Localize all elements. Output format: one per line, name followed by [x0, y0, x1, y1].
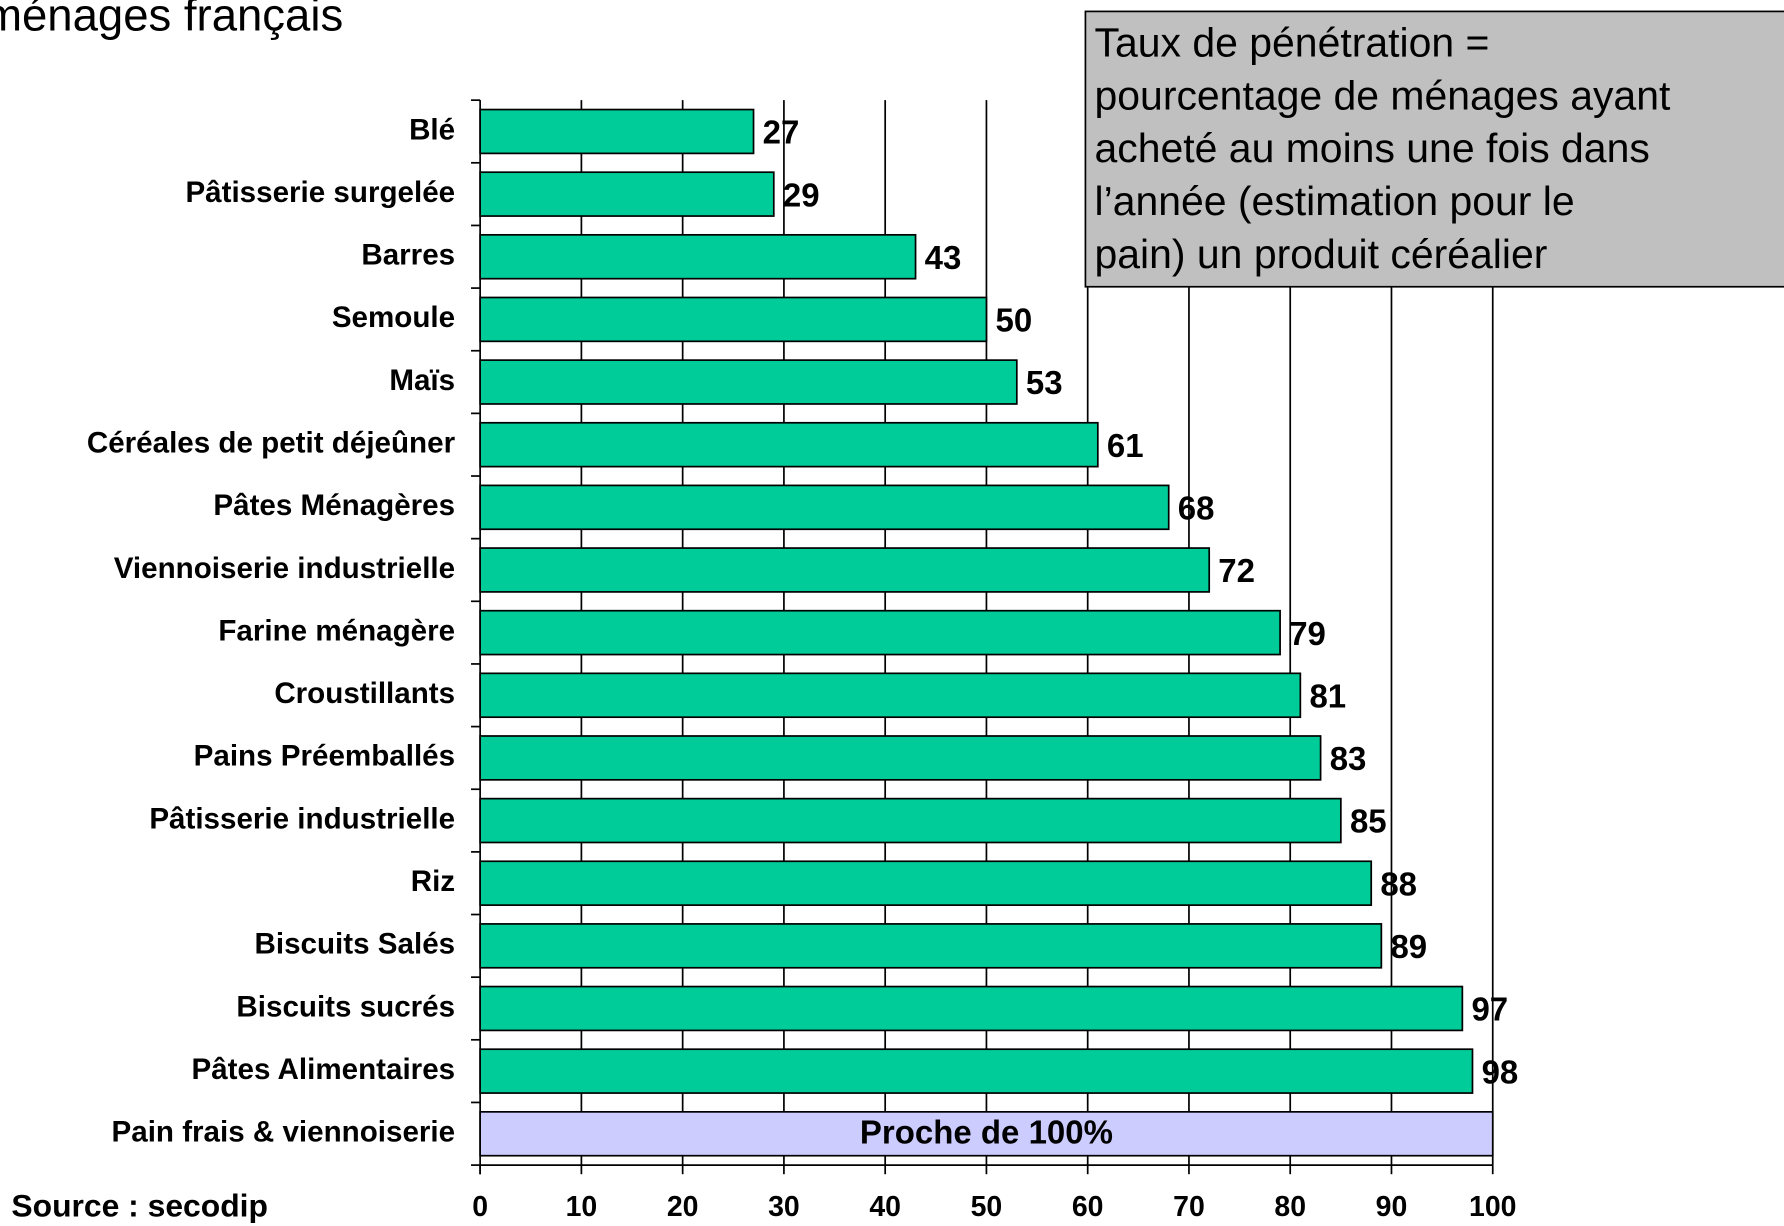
x-tick-label: 90 — [1376, 1191, 1408, 1223]
value-label: 79 — [1289, 615, 1326, 652]
note-line: acheté au moins une fois dans — [1095, 125, 1650, 171]
value-label: 81 — [1309, 677, 1346, 714]
x-tick-label: 40 — [869, 1191, 901, 1223]
bar — [479, 860, 1373, 906]
value-label: 98 — [1482, 1053, 1519, 1090]
y-tick-label: Pain frais & viennoiserie — [112, 1116, 456, 1149]
value-label: 53 — [1026, 364, 1063, 401]
x-tick-label: 30 — [768, 1191, 800, 1223]
bar — [479, 233, 917, 280]
x-tick-label: 10 — [566, 1191, 598, 1223]
note-line: l’année (estimation pour le — [1095, 178, 1575, 224]
chart-title: ménages français — [0, 0, 343, 40]
y-tick-label: Biscuits Salés — [255, 928, 456, 961]
value-label: 68 — [1178, 489, 1215, 526]
y-tick-label: Riz — [411, 865, 455, 898]
value-label: 50 — [996, 302, 1033, 339]
x-tick-label: 80 — [1274, 1191, 1306, 1223]
bar — [479, 797, 1342, 844]
bar — [479, 1048, 1474, 1094]
bar — [479, 923, 1383, 969]
source: Source : secodip — [11, 1188, 268, 1224]
x-tick-label: 70 — [1173, 1191, 1205, 1223]
y-tick-label: Farine ménagère — [218, 614, 455, 647]
y-tick-label: Pâtisserie surgelée — [185, 176, 455, 209]
highlight-bar — [479, 1110, 1494, 1157]
y-tick-label: Semoule — [332, 301, 455, 334]
note-box: Taux de pénétration = pourcentage de ména… — [1084, 10, 1784, 288]
bar — [479, 359, 1018, 405]
bar — [479, 985, 1464, 1032]
bar — [479, 296, 988, 343]
bar — [479, 609, 1281, 656]
value-label: 83 — [1330, 740, 1367, 777]
value-label: 88 — [1380, 865, 1417, 902]
y-tick-label: Barres — [361, 239, 455, 272]
value-label: 61 — [1107, 427, 1144, 464]
y-tick-label: Pâtisserie industrielle — [149, 802, 455, 835]
x-tick-label: 0 — [472, 1191, 488, 1223]
y-tick-label: Blé — [409, 113, 455, 146]
value-label: 89 — [1390, 928, 1427, 965]
bar — [479, 108, 755, 155]
y-tick-label: Biscuits sucrés — [236, 990, 455, 1023]
value-label: 43 — [925, 239, 962, 276]
value-label: 27 — [763, 114, 800, 151]
note-background — [1084, 10, 1784, 288]
bar — [479, 484, 1170, 531]
y-tick-label: Pâtes Alimentaires — [192, 1053, 456, 1086]
bar — [479, 672, 1302, 719]
value-label: 85 — [1350, 803, 1387, 840]
y-tick-label: Céréales de petit déjeûner — [87, 427, 456, 460]
y-tick-label: Maïs — [389, 364, 455, 397]
y-tick-label: Croustillants — [274, 677, 455, 710]
note-line: pain) un produit céréalier — [1095, 231, 1548, 277]
x-tick-label: 100 — [1469, 1191, 1516, 1223]
value-label: 97 — [1471, 991, 1508, 1028]
y-tick-label: Viennoiserie industrielle — [114, 552, 455, 585]
bar — [479, 421, 1099, 468]
note-line: Taux de pénétration = — [1095, 19, 1490, 65]
note-line: pourcentage de ménages ayant — [1095, 72, 1671, 118]
bar — [479, 547, 1211, 593]
value-label: 72 — [1218, 552, 1255, 589]
x-tick-label: 50 — [971, 1191, 1003, 1223]
y-tick-label: Pains Préemballés — [194, 740, 455, 773]
bar — [479, 171, 775, 217]
highlight-label: Proche de 100% — [860, 1114, 1113, 1151]
bar — [479, 735, 1322, 781]
x-tick-label: 60 — [1072, 1191, 1104, 1223]
value-label: 29 — [783, 176, 820, 213]
x-tick-label: 20 — [667, 1191, 699, 1223]
y-tick-label: Pâtes Ménagères — [213, 489, 455, 522]
